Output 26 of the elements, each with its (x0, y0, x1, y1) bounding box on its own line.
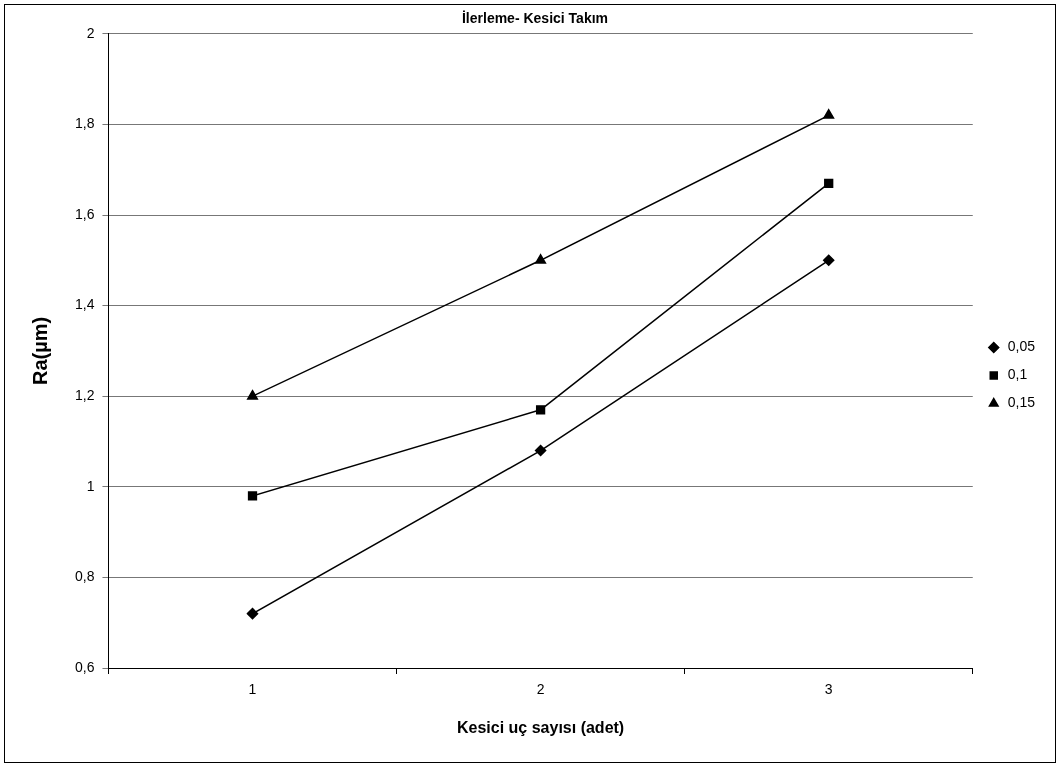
point (247, 491, 258, 501)
y-tick-label: 1,8 (74, 115, 95, 132)
point (824, 178, 834, 188)
chart-title: İlerleme- Kesici Takım (461, 10, 609, 27)
point (822, 254, 835, 267)
point (247, 389, 259, 400)
x-axis-title: Kesici uç sayısı (adet) (457, 718, 625, 736)
y-tick-label: 1,4 (74, 296, 95, 313)
x-tick-label: 2 (536, 681, 545, 698)
x-tick-label: 1 (248, 681, 257, 698)
y-tick-label: 0,8 (74, 568, 95, 585)
y-tick-label: 0,6 (74, 658, 95, 675)
point (246, 607, 259, 620)
y-axis-title: Ra(µm) (28, 316, 51, 385)
y-tick-label: 2 (86, 24, 95, 41)
y-tick-label: 1,2 (74, 387, 95, 404)
legend-label: 0,1 (1007, 366, 1028, 383)
point (535, 405, 546, 415)
x-tick-label: 3 (824, 681, 833, 698)
point (534, 444, 547, 457)
point (535, 254, 547, 264)
legend-label: 0,05 (1007, 338, 1036, 355)
point (823, 109, 835, 119)
legend-label: 0,15 (1007, 394, 1036, 411)
y-tick-label: 1 (86, 477, 95, 494)
y-tick-label: 1,6 (74, 205, 95, 222)
